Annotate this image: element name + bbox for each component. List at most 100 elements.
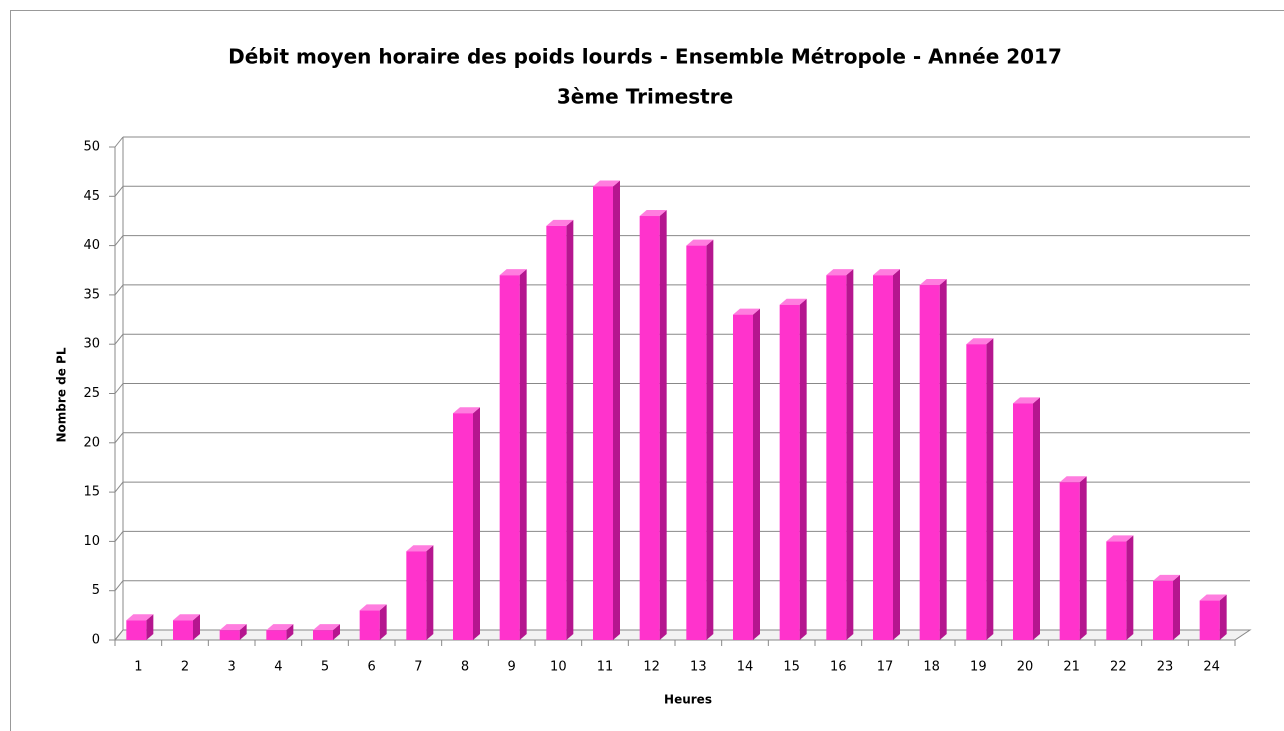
x-tick-label: 21 — [1063, 660, 1080, 675]
bar-side — [473, 407, 480, 640]
chart-subtitle: 3ème Trimestre — [557, 85, 733, 109]
x-tick-label: 1 — [134, 660, 142, 675]
grid-line-side — [114, 136, 124, 148]
x-tick-label: 8 — [461, 660, 469, 675]
bar — [173, 614, 200, 640]
bar — [266, 624, 294, 640]
bar-top — [546, 219, 574, 226]
bar — [873, 269, 900, 640]
x-tick-label: 2 — [181, 660, 189, 675]
x-tick-label: 5 — [321, 660, 329, 675]
bar-side — [706, 239, 714, 640]
grid-line-side — [114, 185, 124, 197]
bar-top — [173, 614, 200, 621]
bar-top — [639, 210, 667, 217]
bar — [593, 180, 620, 640]
x-tick-label: 10 — [550, 660, 567, 675]
y-tick-label: 15 — [83, 485, 100, 500]
grid-line-side — [114, 629, 124, 641]
bar — [1013, 397, 1040, 640]
x-tick-label: 16 — [830, 660, 847, 675]
bar-front — [779, 304, 800, 640]
x-tick-label: 6 — [368, 660, 376, 675]
bar-top — [406, 545, 434, 552]
y-tick-label: 25 — [83, 386, 100, 401]
x-tick-label: 13 — [690, 660, 707, 675]
bar — [779, 298, 807, 640]
bar-top — [966, 338, 994, 345]
bar-top — [779, 298, 807, 305]
bar — [406, 545, 434, 640]
bar-top — [266, 624, 294, 631]
bar-side — [799, 298, 807, 640]
bar — [359, 604, 387, 640]
bar-side — [1126, 535, 1134, 640]
bar-front — [919, 285, 940, 640]
bar-side — [286, 624, 294, 640]
x-tick-label: 9 — [508, 660, 516, 675]
bar-top — [919, 279, 947, 286]
y-tick-label: 40 — [83, 238, 100, 253]
bar-front — [406, 551, 427, 640]
bar-side — [519, 269, 527, 640]
bar-front — [966, 344, 987, 640]
grid-line-side — [114, 333, 124, 345]
bar-front — [1013, 403, 1033, 640]
x-tick-label: 12 — [643, 660, 660, 675]
bar-side — [239, 624, 247, 640]
bar-top — [1106, 535, 1134, 542]
bar-side — [193, 614, 200, 640]
bar — [826, 269, 854, 640]
x-tick-label: 7 — [414, 660, 422, 675]
bar-side — [333, 624, 340, 640]
bar-front — [1059, 482, 1080, 640]
bar-top — [219, 624, 247, 631]
bar — [1059, 476, 1087, 640]
bar-side — [893, 269, 900, 640]
x-tick-label: 14 — [737, 660, 754, 675]
bar — [1106, 535, 1134, 640]
bar — [219, 624, 247, 640]
bar-top — [1153, 574, 1180, 581]
y-tick-label: 20 — [83, 435, 100, 450]
bar — [966, 338, 994, 640]
bar-side — [659, 210, 667, 640]
bar — [546, 219, 574, 640]
bar — [1199, 594, 1227, 640]
x-tick-label: 11 — [597, 660, 614, 675]
bar-top — [359, 604, 387, 611]
y-tick-label: 5 — [92, 583, 100, 598]
bar — [733, 308, 760, 640]
bar-front — [593, 186, 613, 640]
bar-top — [126, 614, 154, 621]
bar-front — [826, 275, 847, 640]
x-tick-label: 24 — [1203, 660, 1220, 675]
bar-front — [266, 630, 287, 640]
grid-line-side — [114, 531, 124, 542]
bar-side — [1033, 397, 1040, 640]
bar-front — [639, 216, 660, 640]
bar — [453, 407, 480, 640]
bar-top — [826, 269, 854, 276]
bar-top — [1013, 397, 1040, 404]
bar-front — [1106, 541, 1127, 640]
bar-front — [359, 610, 380, 640]
grid-line-side — [114, 580, 124, 592]
bar-top — [873, 269, 900, 276]
grid-line-side — [114, 432, 124, 444]
x-tick-label: 3 — [228, 660, 236, 675]
x-tick-label: 19 — [970, 660, 987, 675]
bar-front — [873, 275, 893, 640]
bar-side — [1173, 574, 1180, 640]
bar-top — [313, 624, 340, 631]
bar-top — [733, 308, 760, 315]
bar — [639, 210, 667, 640]
x-tick-label: 20 — [1017, 660, 1034, 675]
bar — [126, 614, 154, 640]
bar-front — [453, 413, 473, 640]
bar — [313, 624, 340, 640]
grid-line-side — [114, 481, 124, 493]
bar-front — [126, 620, 147, 640]
bar-top — [499, 269, 527, 276]
